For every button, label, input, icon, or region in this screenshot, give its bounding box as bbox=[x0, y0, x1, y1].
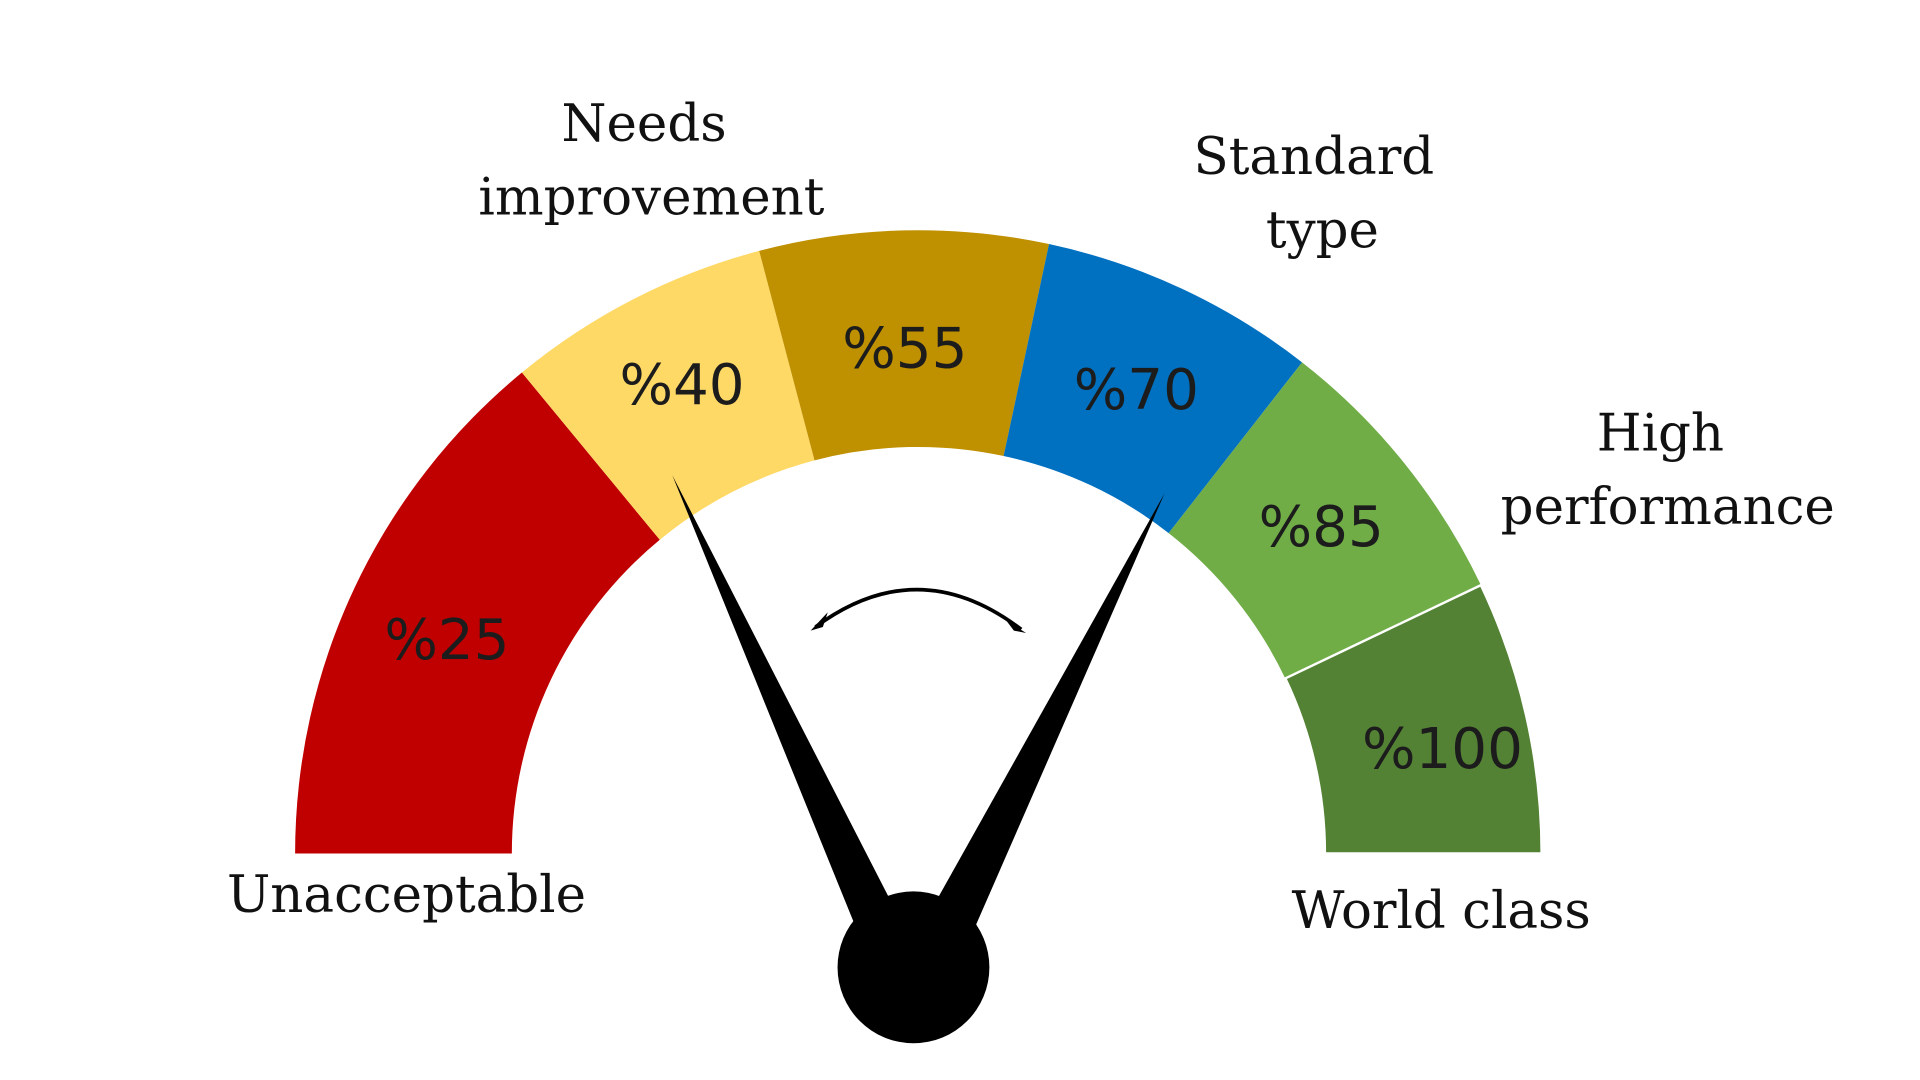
gauge-segment-label: %55 bbox=[842, 316, 967, 381]
needle-right bbox=[936, 493, 1165, 931]
gauge-segments bbox=[295, 230, 1543, 855]
gauge-segment-labels: %25 %40 %55 %70 %85 %100 bbox=[384, 316, 1523, 781]
label-world-class: World class bbox=[1292, 881, 1591, 941]
swing-arrow-icon bbox=[814, 587, 1023, 631]
gauge-segment-5 bbox=[1168, 362, 1481, 679]
label-high-performance-line1: High bbox=[1597, 404, 1724, 464]
label-standard-line2: type bbox=[1266, 200, 1379, 260]
arrowhead-right-icon bbox=[1006, 620, 1027, 634]
label-unacceptable: Unacceptable bbox=[227, 865, 586, 925]
gauge-segment-1 bbox=[295, 372, 660, 854]
gauge-segment-label: %25 bbox=[384, 608, 509, 673]
gauge-segment-6 bbox=[1283, 583, 1543, 855]
gauge-segment-label: %40 bbox=[619, 353, 744, 418]
gauge-segment-2 bbox=[521, 250, 815, 540]
gauge-segment-label: %85 bbox=[1259, 495, 1384, 560]
label-needs-improvement-line2: improvement bbox=[478, 167, 824, 227]
gauge-segment-4 bbox=[1003, 244, 1303, 534]
label-needs-improvement-line1: Needs bbox=[562, 94, 727, 154]
needle-hub bbox=[837, 891, 990, 1044]
gauge-segment-label: %100 bbox=[1362, 717, 1523, 782]
label-standard-line1: Standard bbox=[1194, 127, 1435, 187]
gauge-segment-label: %70 bbox=[1074, 358, 1199, 423]
gauge-segment-3 bbox=[759, 230, 1050, 461]
needle-left bbox=[672, 475, 891, 931]
label-high-performance-line2: performance bbox=[1501, 477, 1835, 537]
